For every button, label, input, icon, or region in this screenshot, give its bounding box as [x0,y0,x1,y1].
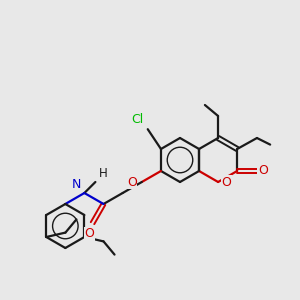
Text: O: O [127,176,137,188]
Text: O: O [258,164,268,178]
Text: O: O [85,227,94,240]
Text: Cl: Cl [131,113,144,126]
Text: H: H [98,167,107,180]
Text: N: N [72,178,81,191]
Text: O: O [221,176,231,188]
